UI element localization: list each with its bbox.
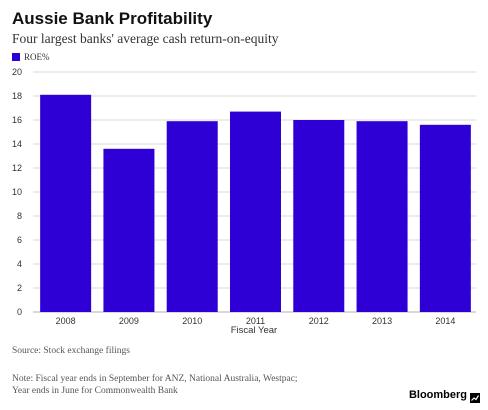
y-tick-label: 14 [12, 139, 22, 149]
y-tick-label: 8 [17, 211, 22, 221]
footnote-line-1: Note: Fiscal year ends in September for … [12, 374, 298, 384]
x-tick-label: 2012 [309, 316, 329, 326]
brand-logo: Bloomberg [408, 389, 480, 403]
x-tick-label: 2009 [119, 316, 139, 326]
y-tick-label: 4 [17, 259, 22, 269]
legend-label: ROE% [24, 52, 50, 62]
x-tick-label: 2010 [182, 316, 202, 326]
y-tick-label: 10 [12, 187, 22, 197]
x-axis-ticks: 2008 2009 2010 2011 2012 2013 2014 [56, 316, 456, 326]
x-tick-label: 2013 [372, 316, 392, 326]
y-tick-label: 0 [17, 307, 22, 317]
footnote: Note: Fiscal year ends in September for … [12, 373, 298, 397]
chart-arrow-icon [470, 390, 480, 403]
bar-2009 [103, 148, 155, 312]
y-tick-label: 2 [17, 283, 22, 293]
chart-title: Aussie Bank Profitability [12, 9, 213, 28]
footnote-line-2: Year ends in June for Commonwealth Bank [12, 386, 178, 396]
x-tick-label: 2008 [56, 316, 76, 326]
bar-2010 [166, 121, 218, 312]
legend-swatch [12, 53, 20, 61]
chart-subtitle: Four largest banks' average cash return-… [12, 31, 279, 46]
bar-2011 [230, 111, 281, 312]
x-tick-label: 2014 [435, 316, 455, 326]
y-tick-label: 12 [12, 163, 22, 173]
y-axis-ticks: 0 2 4 6 8 10 12 14 16 18 20 [12, 67, 22, 317]
bar-2008 [40, 94, 92, 312]
y-tick-label: 20 [12, 67, 22, 77]
x-axis-label: Fiscal Year [231, 325, 277, 336]
bar-2013 [356, 121, 408, 312]
y-tick-label: 18 [12, 91, 22, 101]
source-note: Source: Stock exchange filings [12, 346, 130, 356]
x-tick-label: 2011 [246, 316, 265, 326]
legend: ROE% [12, 52, 50, 62]
y-tick-label: 6 [17, 235, 22, 245]
y-tick-label: 16 [12, 115, 22, 125]
brand-name: Bloomberg [408, 389, 467, 401]
bars [40, 94, 471, 312]
bar-2012 [293, 120, 345, 312]
bar-2014 [419, 124, 471, 312]
